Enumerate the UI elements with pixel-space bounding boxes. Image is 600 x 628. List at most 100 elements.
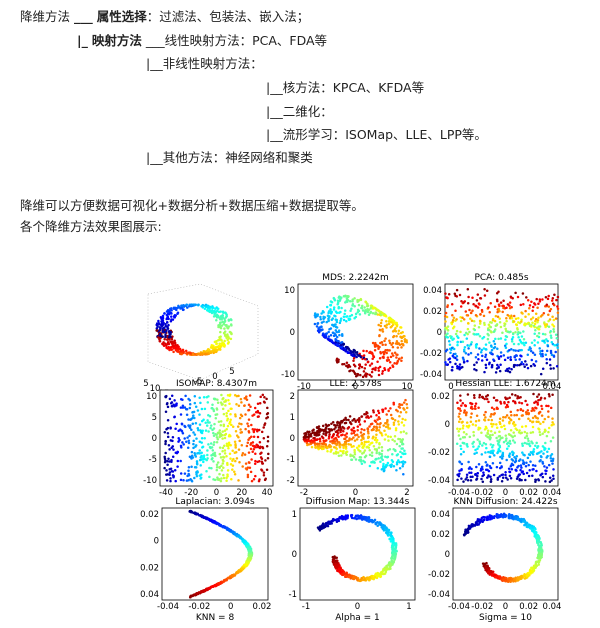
data-point [225,412,228,415]
data-point [345,453,348,456]
data-point [212,443,215,447]
data-point [395,321,398,325]
data-point [345,297,349,300]
data-point [540,354,543,358]
data-point [222,396,225,400]
data-point [551,459,555,463]
data-point [551,474,555,478]
data-point [342,315,346,319]
data-point [516,475,519,479]
x-tick-label: 0 [353,488,358,498]
data-point [381,372,384,375]
data-point [382,352,386,356]
data-point [545,404,548,408]
data-point [388,537,391,541]
data-point [487,418,490,422]
data-point [549,351,553,355]
data-point [529,364,533,368]
data-point [379,321,383,325]
data-point [327,437,331,440]
data-point [262,471,266,474]
data-point [462,318,466,321]
data-point [182,478,185,482]
data-point [513,441,517,444]
data-point [476,332,480,336]
data-point [223,452,227,455]
data-point [524,360,527,363]
y-tick-label: -5 [149,455,157,465]
data-point [521,462,525,465]
data-point [509,355,512,359]
data-point [246,466,250,469]
data-point [373,348,377,352]
data-point [372,444,376,448]
data-point [480,477,483,481]
data-point [518,401,521,404]
data-point [228,452,232,455]
data-point [403,337,407,341]
data-point [337,329,341,332]
data-point [378,357,382,360]
data-point [193,476,196,480]
data-point [346,365,350,369]
data-point [164,410,168,413]
data-point [556,311,560,315]
data-point [391,550,394,554]
data-point [462,431,466,434]
data-point [511,335,515,339]
data-point [389,318,392,321]
panel-9 [452,507,559,601]
data-point [169,319,173,323]
data-point [476,474,479,478]
data-point [489,570,493,574]
data-point [545,358,548,361]
data-point [533,322,537,326]
data-point [188,455,192,458]
data-point [194,421,198,425]
data-point [386,356,390,359]
data-point [226,576,230,580]
data-point [265,468,269,472]
data-point [374,522,377,525]
data-point [395,324,399,328]
data-point [337,426,341,429]
data-point [494,337,497,341]
data-point [500,457,504,460]
data-point [322,334,326,338]
data-point [533,415,537,418]
data-point [514,291,517,295]
data-point [344,445,348,448]
data-point [222,525,225,528]
data-point [502,354,506,357]
data-point [468,308,471,312]
data-point [503,427,507,431]
data-point [519,464,523,467]
data-point [192,511,195,515]
data-point [482,441,486,445]
data-point [219,310,222,313]
data-point [395,442,399,446]
data-point [337,358,340,362]
data-point [379,421,382,425]
data-point [531,316,535,319]
data-point [497,365,500,369]
data-point [515,363,519,367]
data-point [374,368,377,372]
data-point [326,424,329,428]
data-point [265,397,268,401]
data-point [520,470,524,474]
data-point [387,322,391,326]
data-point [332,308,336,311]
data-point [218,323,222,327]
data-point [258,459,261,463]
data-point [332,445,336,449]
data-point [537,302,540,306]
data-point [251,414,254,417]
data-point [465,314,469,317]
data-point [322,432,325,436]
data-point [475,414,479,418]
data-point [225,578,228,582]
data-point [348,421,352,424]
data-point [496,407,499,410]
data-point [168,333,171,337]
